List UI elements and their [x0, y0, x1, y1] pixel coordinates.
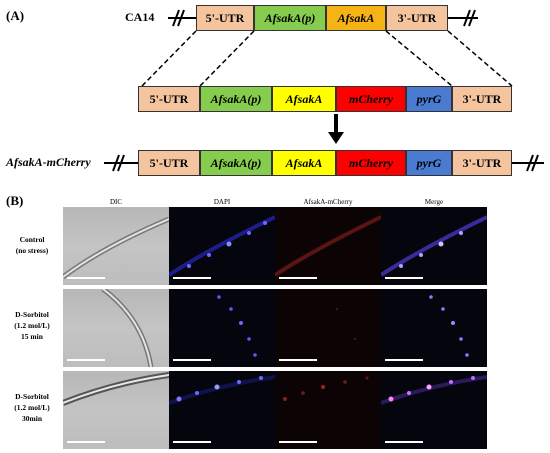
micrograph-mcherry-sorbitol-15 [275, 289, 381, 367]
micrograph-mcherry-sorbitol-30 [275, 371, 381, 449]
micrograph-dapi-sorbitol-15 [169, 289, 275, 367]
construct-3utr: 3'-UTR [452, 86, 512, 112]
micrograph-dapi-sorbitol-30 [169, 371, 275, 449]
scale-bar [173, 277, 211, 279]
final-5utr: 5'-UTR [138, 150, 200, 176]
scale-bar [173, 359, 211, 361]
column-header-merge: Merge [424, 198, 444, 206]
strain-mcherry-label: AfsakA-mCherry [6, 155, 91, 169]
recombination-lines [141, 30, 513, 87]
construct-afsaka: AfsakA [272, 86, 336, 112]
row-label-line: Control [19, 235, 45, 244]
break-mark-icon [463, 9, 476, 27]
scale-bar [279, 277, 317, 279]
scale-bar [385, 441, 423, 443]
final-3utr: 3'-UTR [452, 150, 512, 176]
row-label-control: Control (no stress) [4, 234, 60, 256]
final-pyrg: pyrG [406, 150, 452, 176]
row-label-sorbitol-30: D-Sorbitol (1.2 mol/L) 30min [4, 391, 60, 424]
micrograph-merge-sorbitol-30 [381, 371, 487, 449]
segment-3utr: 3'-UTR [386, 5, 448, 31]
micrograph-mcherry-control [275, 207, 381, 285]
final-afsaka: AfsakA [272, 150, 336, 176]
panel-a-label: (A) [6, 8, 25, 23]
column-header-mcherry: AfsakA-mCherry [303, 198, 353, 206]
scale-bar [385, 359, 423, 361]
construct-promoter: AfsakA(p) [200, 86, 272, 112]
row-label-line: D-Sorbitol [15, 310, 49, 319]
micrograph-merge-control [381, 207, 487, 285]
row-label-line: D-Sorbitol [15, 392, 49, 401]
final-mcherry: mCherry [336, 150, 406, 176]
scale-bar [67, 441, 105, 443]
scale-bar [173, 441, 211, 443]
micrograph-dic-sorbitol-15 [63, 289, 169, 367]
strain-ca14-label: CA14 [125, 10, 155, 24]
scale-bar [67, 277, 105, 279]
micrograph-dic-sorbitol-30 [63, 371, 169, 449]
panel-b-label: (B) [6, 193, 24, 208]
construct-5utr: 5'-UTR [138, 86, 200, 112]
row-label-sorbitol-15: D-Sorbitol (1.2 mol/L) 15 min [4, 309, 60, 342]
construct-mcherry: mCherry [336, 86, 406, 112]
chromosome-line-right [448, 17, 478, 19]
break-mark-icon [172, 9, 185, 27]
down-arrow-icon [328, 114, 344, 144]
segment-promoter: AfsakA(p) [254, 5, 326, 31]
break-mark-icon [112, 154, 125, 172]
micrograph-merge-sorbitol-15 [381, 289, 487, 367]
scale-bar [279, 441, 317, 443]
column-header-dapi: DAPI [213, 198, 231, 206]
micrograph-dapi-control [169, 207, 275, 285]
break-mark-icon [526, 154, 539, 172]
row-label-line: 15 min [21, 332, 43, 341]
construct-pyrg: pyrG [406, 86, 452, 112]
scale-bar [67, 359, 105, 361]
scale-bar [385, 277, 423, 279]
final-promoter: AfsakA(p) [200, 150, 272, 176]
row-label-line: (1.2 mol/L) [14, 403, 50, 412]
row-label-line: (no stress) [15, 246, 49, 255]
chromosome-line-right [512, 162, 544, 164]
micrograph-dic-control [63, 207, 169, 285]
segment-5utr: 5'-UTR [196, 5, 254, 31]
segment-afsaka: AfsakA [326, 5, 386, 31]
row-label-line: 30min [21, 414, 42, 423]
column-header-dic: DIC [109, 198, 123, 206]
scale-bar [279, 359, 317, 361]
row-label-line: (1.2 mol/L) [14, 321, 50, 330]
